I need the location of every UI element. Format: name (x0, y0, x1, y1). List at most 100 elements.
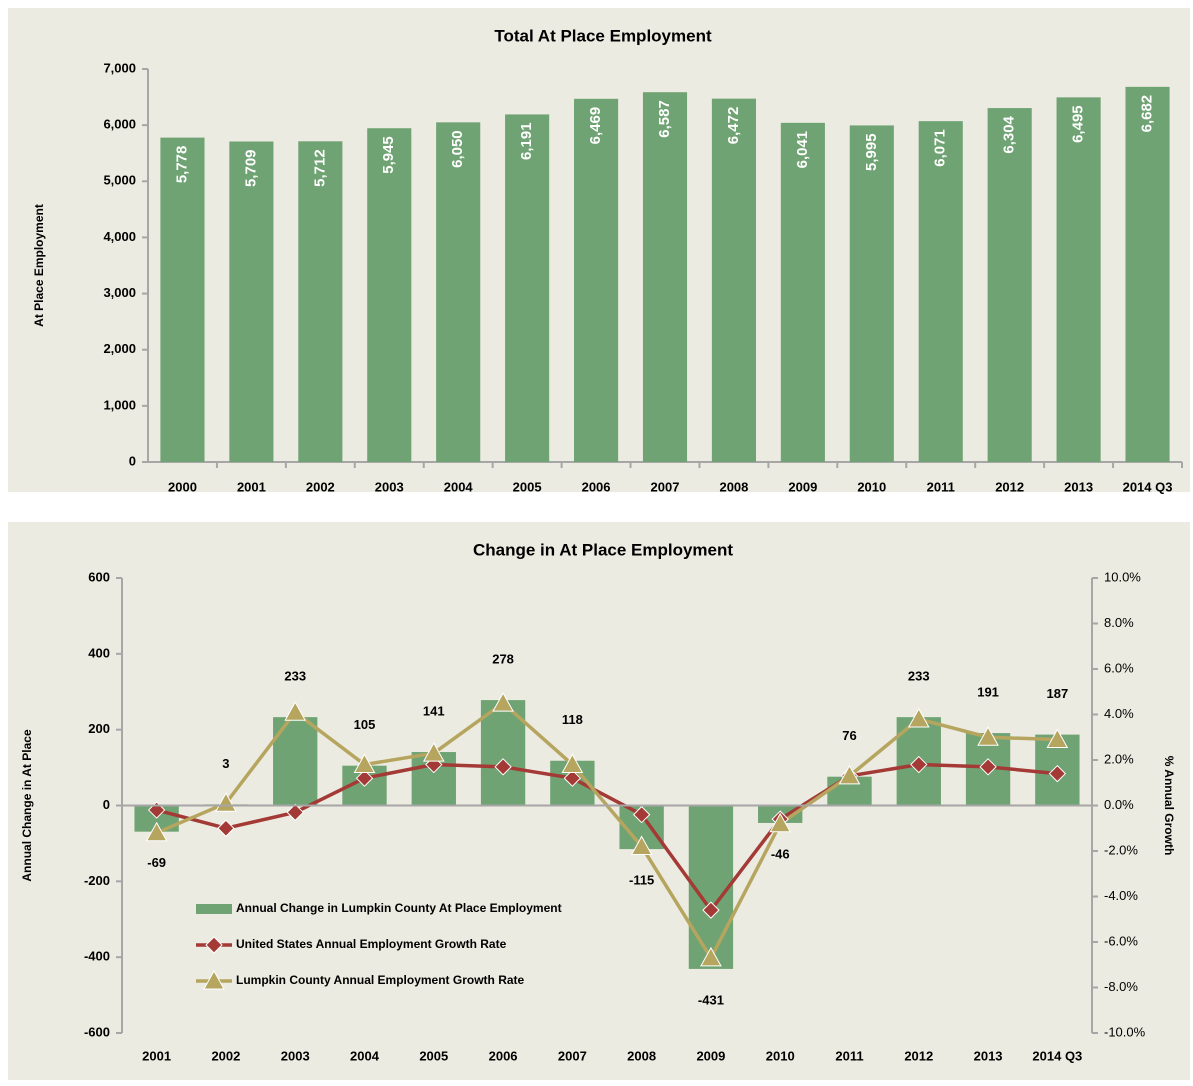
data-label: 5,709 (242, 149, 259, 187)
marker (632, 805, 651, 824)
y-tick-label: 0 (103, 797, 110, 812)
marker (215, 792, 237, 812)
data-label: 105 (354, 717, 376, 732)
marker (769, 812, 792, 833)
x-tick-label: 2011 (835, 1048, 863, 1063)
data-label: 187 (1047, 686, 1069, 701)
y2-tick-label: -2.0% (1104, 842, 1138, 857)
y2-tick-label: 6.0% (1104, 660, 1134, 675)
data-label: -69 (147, 855, 166, 870)
data-label: 141 (423, 703, 445, 718)
data-label: 118 (562, 712, 583, 727)
x-tick-label: 2007 (558, 1048, 587, 1063)
y-tick-label: 4,000 (103, 229, 136, 244)
x-tick-label: 2003 (281, 1048, 310, 1063)
marker (284, 701, 307, 721)
y-tick-label: -400 (84, 949, 110, 964)
y-tick-label: -600 (84, 1024, 110, 1039)
data-label: 6,071 (932, 129, 949, 167)
data-label: 6,191 (518, 122, 535, 160)
marker (145, 821, 168, 842)
y2-tick-label: -4.0% (1104, 888, 1138, 903)
marker (286, 803, 304, 822)
data-label: 6,469 (587, 107, 604, 145)
x-tick-label: 2004 (444, 479, 474, 494)
x-tick-label: 2003 (375, 479, 404, 494)
data-label: 233 (908, 669, 930, 684)
y-tick-label: -200 (84, 873, 110, 888)
bar (849, 125, 894, 462)
data-label: 6,050 (449, 130, 466, 168)
bar (436, 122, 481, 462)
x-tick-label: 2002 (306, 479, 335, 494)
data-label: 233 (284, 669, 306, 684)
y2-tick-label: 4.0% (1104, 706, 1134, 721)
bar (711, 98, 756, 462)
data-label: -46 (771, 846, 790, 861)
data-label: 6,587 (656, 100, 673, 138)
data-label: 6,472 (725, 107, 742, 145)
marker (422, 742, 445, 762)
bar (229, 141, 274, 463)
marker (355, 769, 374, 787)
marker (492, 692, 514, 712)
marker (203, 969, 225, 990)
x-tick-label: 2010 (857, 479, 886, 494)
x-tick-label: 2012 (904, 1048, 933, 1063)
x-tick-label: 2014 Q3 (1123, 479, 1173, 494)
data-label: 5,945 (380, 136, 397, 174)
panel (8, 522, 1190, 1080)
x-tick-label: 2008 (719, 479, 748, 494)
data-label: 5,712 (311, 149, 328, 187)
y2-tick-label: 10.0% (1104, 569, 1141, 584)
x-tick-label: 2013 (1064, 479, 1093, 494)
x-tick-label: 2002 (211, 1048, 240, 1063)
y-tick-label: 1,000 (103, 397, 136, 412)
x-tick-label: 2001 (237, 479, 266, 494)
legend-swatch (196, 904, 232, 914)
bar (298, 141, 343, 462)
bar (367, 128, 412, 462)
bar (780, 122, 825, 462)
y-tick-label: 0 (129, 453, 136, 468)
y-axis-title: At Place Employment (32, 204, 46, 327)
x-tick-label: 2014 Q3 (1032, 1048, 1082, 1063)
y-tick-label: 6,000 (103, 117, 136, 132)
bar (574, 98, 619, 462)
marker (910, 755, 928, 774)
bar (160, 137, 205, 462)
chart-title: Change in At Place Employment (473, 540, 733, 559)
x-tick-label: 2001 (142, 1048, 171, 1063)
marker (979, 758, 997, 776)
chart-title: Total At Place Employment (494, 26, 712, 45)
data-label: -431 (698, 992, 724, 1007)
y2-tick-label: -6.0% (1104, 933, 1138, 948)
marker (838, 764, 861, 785)
x-tick-label: 2005 (513, 479, 542, 494)
marker (1048, 764, 1067, 783)
bar (642, 92, 688, 462)
marker (563, 769, 582, 787)
data-label: 6,304 (1001, 115, 1018, 153)
marker (205, 936, 223, 954)
y2-tick-label: 0.0% (1104, 797, 1134, 812)
x-tick-label: 2000 (168, 479, 197, 494)
marker (907, 708, 930, 728)
marker (700, 946, 722, 967)
data-label: 5,778 (173, 146, 190, 184)
x-tick-label: 2006 (489, 1048, 518, 1063)
y-tick-label: 2,000 (103, 341, 136, 356)
legend-label: Lumpkin County Annual Employment Growth … (236, 973, 525, 987)
bar (987, 108, 1032, 462)
bar (1056, 97, 1101, 462)
y2-tick-label: 8.0% (1104, 615, 1134, 630)
bar (1125, 86, 1170, 463)
x-tick-label: 2007 (651, 479, 680, 494)
x-tick-label: 2009 (696, 1048, 725, 1063)
data-label: 191 (977, 685, 999, 700)
y2-tick-label: -8.0% (1104, 979, 1138, 994)
y2-tick-label: -10.0% (1104, 1024, 1146, 1039)
data-label: 5,995 (863, 133, 880, 171)
data-label: 6,495 (1070, 105, 1087, 143)
